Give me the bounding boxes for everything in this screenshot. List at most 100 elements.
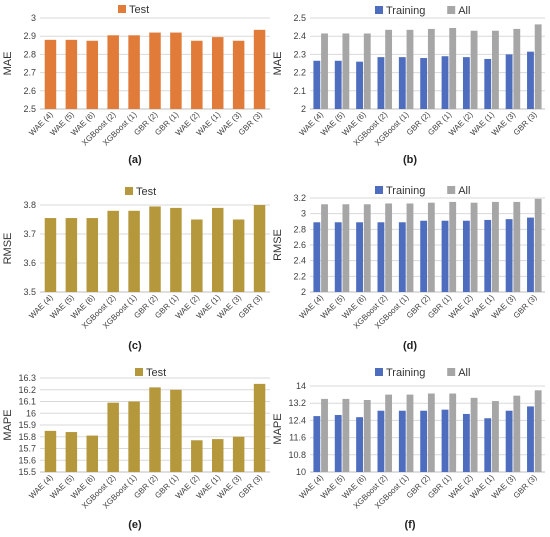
bar-all-10 <box>534 390 542 472</box>
y-tick-label: 3 <box>31 13 36 23</box>
bar-all-4 <box>406 394 414 472</box>
bar-test-5 <box>149 387 161 472</box>
bar-all-5 <box>427 28 435 110</box>
y-tick-label: 2.4 <box>293 256 306 266</box>
y-tick-label: 2.6 <box>293 240 306 250</box>
bar-training-7 <box>462 220 470 292</box>
y-tick-label: 3.5 <box>23 287 36 297</box>
bar-training-5 <box>420 220 428 292</box>
y-tick-label: 15.8 <box>18 432 36 442</box>
bar-all-3 <box>385 203 393 292</box>
y-tick-label: 2 <box>301 104 306 114</box>
y-tick-label: 2.5 <box>23 104 36 114</box>
legend-swatch <box>118 5 126 13</box>
bar-test-1 <box>65 218 78 292</box>
y-tick-label: 2.5 <box>293 13 306 23</box>
bar-training-8 <box>484 58 492 109</box>
bar-training-4 <box>398 57 406 109</box>
legend-label: Test <box>146 367 166 379</box>
bar-test-4 <box>128 35 140 109</box>
x-tick-label: GBR (3) <box>237 473 264 500</box>
bar-test-4 <box>128 210 140 292</box>
bar-all-4 <box>406 203 414 292</box>
bar-training-2 <box>356 417 363 472</box>
y-tick-label: 3.2 <box>293 193 306 203</box>
panel-caption: (c) <box>128 340 142 352</box>
x-tick-label: GBR (3) <box>237 293 264 320</box>
bar-training-0 <box>313 222 321 292</box>
y-tick-label: 2.2 <box>293 271 306 281</box>
y-axis-label: MAE <box>2 52 14 76</box>
bar-test-3 <box>107 210 119 292</box>
panel-caption: (b) <box>403 154 417 166</box>
legend-swatch <box>375 186 383 194</box>
y-axis-label: MAPE <box>2 409 14 440</box>
bar-test-7 <box>191 40 203 109</box>
panel-caption: (d) <box>403 340 417 352</box>
y-tick-label: 16.2 <box>18 385 36 395</box>
bar-training-6 <box>441 409 449 472</box>
bar-all-4 <box>406 29 414 109</box>
bar-test-8 <box>211 207 224 292</box>
bar-all-0 <box>321 33 328 109</box>
y-tick-label: 2.3 <box>293 49 306 59</box>
bar-training-5 <box>420 58 428 109</box>
bar-training-1 <box>334 60 342 109</box>
panel-caption: (a) <box>128 154 142 166</box>
bar-test-2 <box>86 40 99 109</box>
bar-all-1 <box>342 33 350 109</box>
bar-test-0 <box>44 218 57 292</box>
y-axis-label: MAE <box>272 52 284 76</box>
bar-all-3 <box>385 29 393 109</box>
legend-swatch <box>135 368 143 376</box>
y-tick-label: 16 <box>26 408 36 418</box>
y-tick-label: 16.1 <box>18 397 36 407</box>
bar-all-7 <box>470 30 478 110</box>
bar-all-5 <box>427 393 435 472</box>
y-tick-label: 2.8 <box>23 49 36 59</box>
bar-training-9 <box>505 54 513 109</box>
bar-all-2 <box>363 399 371 472</box>
bar-test-8 <box>211 439 224 472</box>
panel-caption: (f) <box>405 519 416 531</box>
y-tick-label: 2.1 <box>293 86 306 96</box>
legend-label: All <box>458 367 470 379</box>
bar-all-10 <box>534 24 542 109</box>
bar-all-5 <box>427 202 435 292</box>
bar-all-9 <box>513 201 521 292</box>
bar-all-0 <box>321 204 328 292</box>
bar-test-7 <box>191 219 203 292</box>
bar-training-10 <box>527 217 534 292</box>
bar-training-2 <box>356 222 363 292</box>
bar-all-2 <box>363 204 371 292</box>
bar-test-9 <box>232 436 245 472</box>
bar-training-2 <box>356 61 363 109</box>
bar-training-3 <box>377 222 385 292</box>
legend-swatch <box>447 6 456 14</box>
bar-training-0 <box>313 60 321 109</box>
y-axis-label: RMSE <box>2 233 14 265</box>
bar-all-0 <box>321 398 328 472</box>
legend-label: Training <box>386 185 425 197</box>
y-tick-label: 2.6 <box>23 86 36 96</box>
y-tick-label: 3.6 <box>23 258 36 268</box>
bar-training-5 <box>420 410 428 472</box>
bar-test-10 <box>253 29 266 109</box>
x-tick-label: GBR (3) <box>237 110 264 137</box>
y-tick-label: 10.8 <box>288 450 306 460</box>
y-tick-label: 15.5 <box>18 467 36 477</box>
bar-training-1 <box>334 415 342 472</box>
bar-all-10 <box>534 198 542 292</box>
legend-swatch <box>447 186 456 194</box>
bar-training-8 <box>484 219 492 292</box>
y-tick-label: 2.4 <box>293 31 306 41</box>
bar-test-2 <box>86 435 99 472</box>
y-tick-label: 13.2 <box>288 398 306 408</box>
bar-training-3 <box>377 57 385 109</box>
y-tick-label: 14 <box>296 381 306 391</box>
bar-all-6 <box>449 201 457 292</box>
y-tick-label: 3 <box>301 209 306 219</box>
bar-test-8 <box>211 37 224 109</box>
